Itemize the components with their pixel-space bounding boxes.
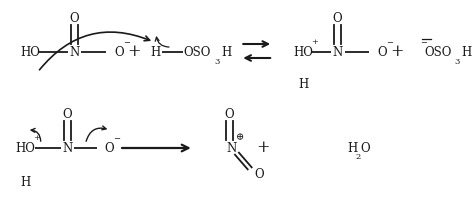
Text: −: − bbox=[113, 135, 120, 143]
Text: O: O bbox=[254, 168, 264, 182]
Text: HO: HO bbox=[293, 46, 313, 58]
Text: −: − bbox=[123, 39, 130, 47]
Text: O: O bbox=[70, 11, 79, 25]
Text: 3: 3 bbox=[215, 58, 220, 66]
Text: H: H bbox=[347, 141, 358, 155]
Text: OSO: OSO bbox=[184, 46, 211, 58]
Text: N: N bbox=[69, 46, 80, 58]
Text: +: + bbox=[391, 43, 404, 61]
Text: 3: 3 bbox=[455, 58, 460, 66]
Text: O: O bbox=[361, 141, 370, 155]
Text: OSO: OSO bbox=[424, 46, 451, 58]
Text: −: − bbox=[386, 39, 393, 47]
Text: N: N bbox=[333, 46, 343, 58]
Text: H: H bbox=[20, 177, 30, 189]
Text: H: H bbox=[462, 46, 472, 58]
Text: H: H bbox=[151, 46, 161, 58]
Text: O: O bbox=[225, 108, 234, 120]
Text: O: O bbox=[104, 141, 114, 155]
Text: H: H bbox=[298, 78, 308, 92]
Text: O: O bbox=[63, 108, 73, 120]
Text: +: + bbox=[256, 140, 270, 156]
Text: HO: HO bbox=[15, 141, 35, 155]
Text: N: N bbox=[63, 141, 73, 155]
Text: O: O bbox=[333, 11, 342, 25]
Text: N: N bbox=[227, 141, 237, 155]
Text: O: O bbox=[377, 46, 387, 58]
Text: +: + bbox=[33, 134, 40, 142]
Text: O: O bbox=[114, 46, 124, 58]
Text: +: + bbox=[311, 38, 318, 46]
Text: HO: HO bbox=[20, 46, 40, 58]
Text: +: + bbox=[128, 43, 141, 61]
Text: H: H bbox=[221, 46, 232, 58]
Text: −: − bbox=[420, 39, 427, 47]
Text: 2: 2 bbox=[356, 153, 361, 161]
Text: ⊕: ⊕ bbox=[237, 134, 245, 142]
